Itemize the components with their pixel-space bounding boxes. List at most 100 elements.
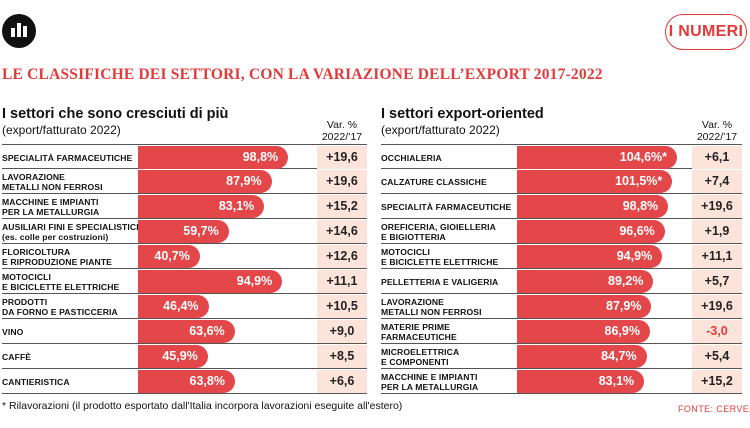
left-category-label: AUSILIARI FINI E SPECIALISTICI (es. colle… [2,222,139,242]
right-category-label-line: CALZATURE CLASSICHE [381,177,487,187]
left-variation-value: +19,6 [317,146,367,169]
left-bar: 63,8% [138,370,235,393]
left-bar: 45,9% [138,345,208,368]
left-category-label: CANTIERISTICA [2,377,70,387]
right-bar: 86,9% [517,320,650,343]
right-category-label: MATERIE PRIME FARMACEUTICHE [381,322,457,342]
right-category-label-line: MICROELETTRICA [381,347,460,357]
left-bar-value-label: 45,9% [162,349,198,363]
left-bar: 87,9% [138,170,272,193]
left-bar-row: FLORICOLTURA E RIPRODUZIONE PIANTE 40,7% +1… [2,244,367,269]
left-bar: 98,8% [138,146,289,169]
right-bar-row: MATERIE PRIME FARMACEUTICHE 86,9% -3,0 [381,319,742,344]
left-bar-value-label: 87,9% [226,174,262,188]
right-bar: 87,9% [517,295,652,318]
right-category-label: OREFICERIA, GIOIELLERIA E BIGIOTTERIA [381,222,496,242]
left-bar: 46,4% [138,295,209,318]
left-category-label: LAVORAZIONE METALLI NON FERROSI [2,172,103,192]
right-category-label: LAVORAZIONE METALLI NON FERROSI [381,297,482,317]
left-category-label-line: CAFFÈ [2,352,32,362]
left-variation-value: +12,6 [317,245,367,268]
left-bar-value-label: 98,8% [242,150,279,164]
left-bar-value-label: 63,6% [189,324,225,338]
right-panel-title: I settori export-oriented [381,106,544,122]
section-badge: I NUMERI [665,14,747,50]
right-variation-value: +19,6 [692,195,742,218]
main-title: LE CLASSIFICHE DEI SETTORI, CON LA VARIA… [2,66,603,83]
left-bar-value-label: 94,9% [236,274,273,288]
right-bar: 89,2% [517,270,654,293]
left-category-label-line: MACCHINE E IMPIANTI [2,197,99,207]
left-category-label-line: SPECIALITÀ FARMACEUTICHE [2,153,133,163]
left-category-label: CAFFÈ [2,352,31,362]
left-category-label-line: (es. colle per costruzioni) [2,232,109,242]
left-bar-row: LAVORAZIONE METALLI NON FERROSI 87,9% +19,6 [2,169,367,194]
left-category-label-line: E BICICLETTE ELETTRICHE [2,282,120,292]
right-variation-value: +15,2 [692,370,742,393]
left-bar-value-label: 46,4% [163,299,199,313]
left-bar: 94,9% [138,270,283,293]
left-bar-row: CAFFÈ 45,9% +8,5 [2,344,367,369]
right-bar-value-label: 98,8% [622,199,659,213]
left-category-label-line: FLORICOLTURA [2,247,71,257]
left-var-header-line2: 2022/’17 [321,131,363,143]
left-panel-subtitle: (export/fatturato 2022) [2,123,121,137]
left-category-label: SPECIALITÀ FARMACEUTICHE [2,153,132,163]
right-category-label-line: MACCHINE E IMPIANTI [381,372,478,382]
right-bar-rows: OCCHIALERIA 104,6%* +6,1 CALZATURE CLASSICH… [381,144,742,394]
left-bar: 83,1% [138,195,265,218]
right-bar: 83,1% [517,370,645,393]
left-category-label-line: PER LA METALLURGIA [2,207,100,217]
right-bar-value-label: 89,2% [608,274,644,288]
right-bar-value-label: 104,6%* [619,150,668,164]
left-variation-value: +8,5 [317,345,367,368]
left-category-label-line: E RIPRODUZIONE PIANTE [2,257,113,267]
right-panel-subtitle: (export/fatturato 2022) [381,123,500,137]
right-bar: 96,6% [517,220,665,243]
left-category-label: VINO [2,327,23,337]
left-bar-row: AUSILIARI FINI E SPECIALISTICI (es. colle… [2,219,367,244]
right-bar-value-label: 84,7% [601,349,637,363]
left-var-header-line1: Var. % [326,119,358,131]
left-category-label-line: AUSILIARI FINI E SPECIALISTICI [2,222,139,232]
right-category-label-line: E BIGIOTTERIA [381,232,446,242]
right-category-label-line: METALLI NON FERROSI [381,307,482,317]
right-variation-value: -3,0 [692,320,742,343]
left-bar-row: VINO 63,6% +9,0 [2,319,367,344]
right-category-label-line: E COMPONENTI [381,357,449,367]
left-variation-value: +6,6 [317,370,367,393]
left-category-label-line: PRODOTTI [2,297,48,307]
right-category-label-line: MOTOCICLI [381,247,430,257]
left-category-label-line: CANTIERISTICA [2,377,70,387]
right-bar-row: OCCHIALERIA 104,6%* +6,1 [381,144,742,169]
left-bar: 59,7% [138,220,229,243]
right-panel: I settori export-oriented (export/fattur… [381,106,742,394]
right-bar-row: MACCHINE E IMPIANTI PER LA METALLURGIA 83,… [381,369,742,394]
right-bar-row: MICROELETTRICA E COMPONENTI 84,7% +5,4 [381,344,742,369]
left-variation-value: +11,1 [317,270,367,293]
left-category-label-line: MOTOCICLI [2,272,51,282]
right-category-label-line: OCCHIALERIA [381,153,442,163]
right-category-label-line: LAVORAZIONE [381,297,445,307]
left-bar-rows: SPECIALITÀ FARMACEUTICHE 98,8% +19,6 LAVORA… [2,144,367,394]
left-bar: 63,6% [138,320,235,343]
left-bar-row: MOTOCICLI E BICICLETTE ELETTRICHE 94,9% +11… [2,269,367,294]
left-category-label-line: DA FORNO E PASTICCERIA [2,307,118,317]
right-variation-value: +6,1 [692,146,742,169]
left-panel-title: I settori che sono cresciuti di più [2,106,229,122]
right-category-label-line: MATERIE PRIME [381,322,450,332]
right-bar-value-label: 86,9% [604,324,640,338]
right-variation-value: +1,9 [692,220,742,243]
left-bar-row: MACCHINE E IMPIANTI PER LA METALLURGIA 83,… [2,194,367,219]
left-category-label-line: METALLI NON FERROSI [2,182,103,192]
right-category-label: MICROELETTRICA E COMPONENTI [381,347,459,367]
footnote: * Rilavorazioni (il prodotto esportato d… [2,400,403,412]
right-variation-value: +11,1 [692,245,742,268]
right-bar: 98,8% [517,195,669,218]
right-variation-value: +7,4 [692,170,742,193]
right-category-label: PELLETTERIA E VALIGERIA [381,277,498,287]
left-category-label-line: LAVORAZIONE [2,172,66,182]
left-bar-row: CANTIERISTICA 63,8% +6,6 [2,369,367,394]
left-bar-row: SPECIALITÀ FARMACEUTICHE 98,8% +19,6 [2,144,367,169]
right-category-label-line: SPECIALITÀ FARMACEUTICHE [381,202,512,212]
